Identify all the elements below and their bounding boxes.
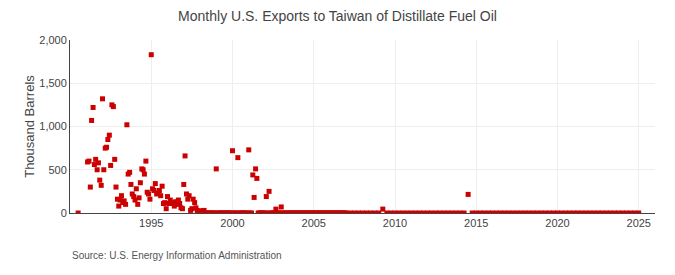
- svg-text:2025: 2025: [627, 217, 651, 229]
- svg-text:1,000: 1,000: [39, 120, 67, 132]
- svg-text:2020: 2020: [545, 217, 569, 229]
- svg-text:1,500: 1,500: [39, 77, 67, 89]
- svg-text:Thousand Barrels: Thousand Barrels: [22, 75, 37, 178]
- svg-text:500: 500: [48, 164, 66, 176]
- svg-text:2000: 2000: [220, 217, 244, 229]
- svg-text:0: 0: [61, 207, 67, 219]
- svg-text:2,000: 2,000: [39, 34, 67, 46]
- svg-text:Monthly U.S. Exports to Taiwan: Monthly U.S. Exports to Taiwan of Distil…: [178, 8, 497, 24]
- svg-text:1995: 1995: [139, 217, 163, 229]
- svg-text:2005: 2005: [302, 217, 326, 229]
- svg-text:Source: U.S. Energy Informatio: Source: U.S. Energy Information Administ…: [72, 250, 282, 261]
- svg-text:2015: 2015: [464, 217, 488, 229]
- svg-text:2010: 2010: [383, 217, 407, 229]
